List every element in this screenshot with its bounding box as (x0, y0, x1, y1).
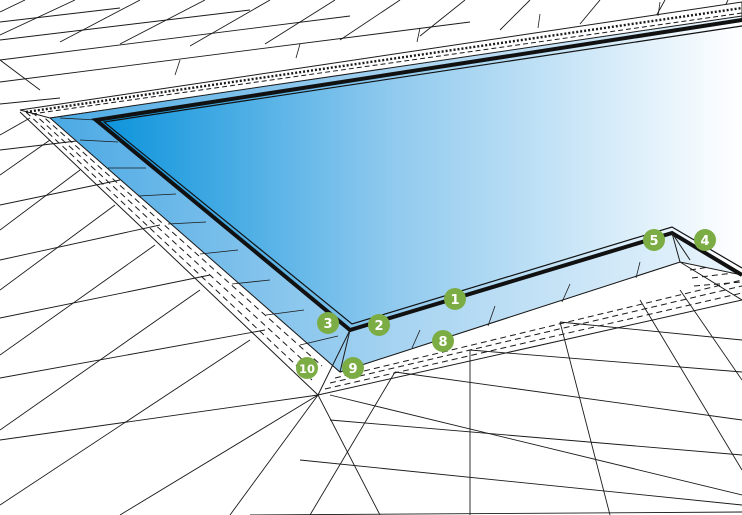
marker-5: 5 (643, 229, 665, 251)
marker-5-label: 5 (649, 234, 658, 249)
marker-9-label: 9 (348, 362, 357, 377)
marker-1-label: 1 (450, 293, 459, 308)
marker-4-label: 4 (700, 234, 709, 249)
marker-8: 8 (432, 330, 454, 352)
marker-4: 4 (694, 229, 716, 251)
far-edge-band (19, 1, 742, 119)
coping-tile-joints (59, 1, 661, 349)
marker-1: 1 (444, 288, 466, 310)
marker-3: 3 (317, 312, 339, 334)
marker-8-label: 8 (438, 335, 447, 350)
marker-10-label: 10 (299, 362, 315, 376)
markers: 1 2 3 4 5 8 9 10 (296, 229, 716, 379)
marker-2-label: 2 (374, 319, 383, 334)
marker-3-label: 3 (323, 317, 332, 332)
marker-2: 2 (368, 314, 390, 336)
marker-9: 9 (342, 357, 364, 379)
corner-bevel (317, 232, 691, 396)
marker-10: 10 (296, 357, 318, 379)
